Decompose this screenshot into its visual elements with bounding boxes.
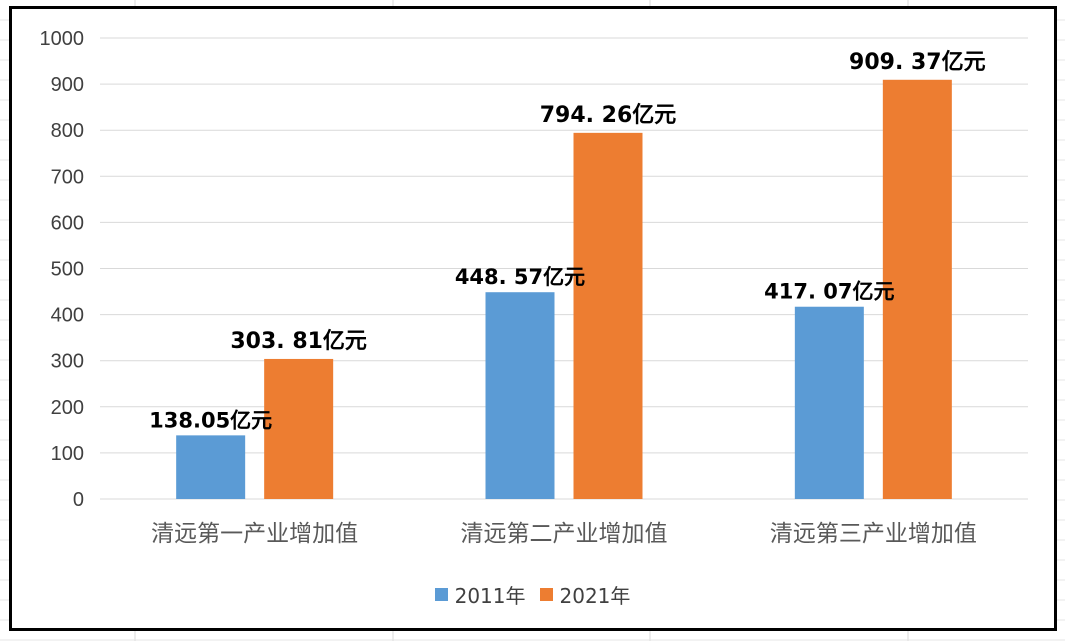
bar [882, 79, 952, 500]
y-tick-label: 900 [51, 74, 84, 96]
legend-label-2011: 2011年 [454, 584, 526, 608]
y-tick-label: 800 [51, 120, 84, 142]
y-tick-label: 1000 [40, 28, 85, 50]
y-tick-label: 700 [51, 166, 84, 188]
x-axis-ticks: 清远第一产业增加值 清远第二产业增加值 清远第三产业增加值 [151, 521, 977, 547]
bar [794, 306, 864, 499]
x-tick-label: 清远第二产业增加值 [461, 521, 668, 547]
bar [573, 132, 643, 500]
x-tick-label: 清远第一产业增加值 [151, 521, 358, 547]
bar [485, 292, 555, 499]
y-tick-label: 300 [51, 351, 84, 373]
legend-swatch-2011 [434, 588, 448, 601]
data-label: 794. 26亿元 [540, 103, 677, 128]
bar [264, 358, 334, 499]
y-tick-label: 200 [51, 397, 84, 419]
bar [176, 435, 246, 499]
y-tick-label: 600 [51, 212, 84, 234]
legend-label-2021: 2021年 [559, 584, 631, 608]
y-tick-label: 400 [51, 305, 84, 327]
gridlines [100, 37, 1028, 500]
data-label: 448. 57亿元 [455, 265, 585, 289]
legend-swatch-2021 [539, 588, 553, 601]
data-label: 417. 07亿元 [764, 280, 894, 304]
data-label: 138.05亿元 [149, 408, 272, 432]
legend-item-2011: 2011年 [434, 580, 526, 609]
data-label: 303. 81亿元 [230, 329, 367, 354]
y-axis-ticks: 0 100 200 300 400 500 600 700 800 900 1000 [40, 28, 85, 511]
x-tick-label: 清远第三产业增加值 [770, 521, 977, 547]
y-tick-label: 0 [73, 489, 84, 511]
bars [176, 79, 952, 500]
legend: 2011年 2021年 [0, 580, 1065, 609]
y-tick-label: 100 [51, 443, 84, 465]
data-label: 909. 37亿元 [849, 50, 986, 75]
y-tick-label: 500 [51, 259, 84, 281]
data-labels: 138.05亿元 303. 81亿元 448. 57亿元 794. 26亿元 417. … [149, 50, 985, 433]
legend-item-2021: 2021年 [539, 580, 631, 609]
